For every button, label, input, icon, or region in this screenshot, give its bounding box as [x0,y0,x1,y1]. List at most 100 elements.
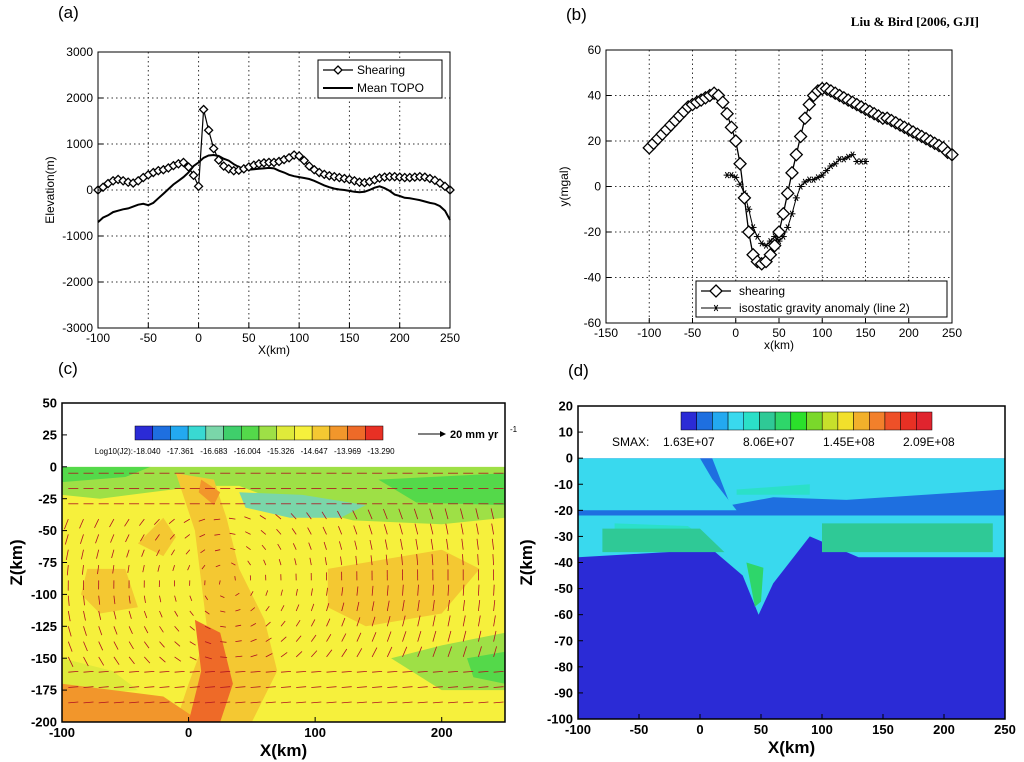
velocity-arrow [214,534,221,536]
asterisk-stroke [755,233,760,240]
gravity-anomaly-marker [823,167,831,174]
colorbar-swatch [241,425,260,441]
gravity-anomaly-marker [849,151,857,158]
colorbar-swatch [727,411,744,431]
velocity-arrow [370,555,373,566]
velocity-arrow [339,541,343,550]
colorbar-swatch [712,411,729,431]
velocity-arrow [68,671,79,673]
y-tick-label: -40 [584,271,602,285]
velocity-arrow [417,630,422,642]
colorbar-swatch [680,411,697,431]
velocity-arrow [159,641,165,648]
velocity-arrow [462,600,465,612]
colorbar-swatch [869,411,886,431]
colorbar-swatch [884,411,901,431]
velocity-arrow [383,508,388,520]
velocity-arrow [128,610,132,619]
asterisk-stroke [789,210,795,218]
velocity-arrow [402,646,408,658]
velocity-arrow [68,686,79,688]
velocity-arrow [229,532,236,535]
velocity-arrow [174,656,182,662]
y-tick-label: -70 [554,633,573,648]
velocity-arrow [462,646,467,658]
velocity-arrow [215,564,221,568]
velocity-arrow [250,671,261,673]
y-tick-label: -100 [547,712,573,727]
velocity-arrow [296,671,307,673]
velocity-arrow [199,534,206,538]
x-tick-label: 0 [732,326,739,340]
colorbar-swatch [187,425,207,441]
velocity-arrow [463,686,474,688]
velocity-arrow [476,538,479,550]
velocity-arrow [493,646,497,658]
velocity-arrow [98,671,109,673]
velocity-arrow [189,686,200,688]
velocity-arrow [220,701,231,704]
velocity-arrow [430,538,434,550]
velocity-arrow [493,701,504,704]
y-tick-label: 20 [588,134,602,148]
asterisk-stroke [737,180,743,188]
y-tick-label: 0 [566,451,573,466]
velocity-arrow [416,554,419,566]
contour-field-orange [327,549,480,627]
y-tick-label: -60 [554,607,573,622]
velocity-arrow [356,671,367,673]
velocity-arrow [341,587,344,596]
velocity-arrow [306,512,312,520]
contour-field-green-dark [62,466,151,483]
colorbar-tick-label: 8.06E+07 [743,435,795,449]
contour-field-teal [736,484,810,495]
velocity-arrow [263,559,267,566]
colorbar-swatch [759,411,776,431]
velocity-arrow [265,671,276,673]
shearing-marker [798,111,812,126]
velocity-arrow [447,600,450,612]
velocity-arrow [230,547,236,551]
velocity-arrow [83,686,94,688]
velocity-arrow [112,565,115,574]
velocity-arrow [128,626,133,634]
colorbar-tick-label: -13.290 [367,447,395,456]
velocity-arrow [174,641,181,647]
colorbar-swatch [311,425,331,441]
velocity-arrow [98,626,103,636]
y-tick-label: 2000 [66,91,93,105]
velocity-arrow [83,610,86,621]
velocity-arrow [278,558,282,566]
velocity-arrow [387,701,398,704]
velocity-arrow [326,587,328,596]
colorbar-label: SMAX: [612,435,649,449]
legend-swatch-asterisk [712,304,720,312]
velocity-arrow [462,584,465,596]
velocity-arrow [159,671,170,673]
x-tick-label: 100 [289,331,309,345]
shearing-marker [793,129,808,144]
x-axis-label: x(km) [764,338,794,352]
shearing-marker [203,125,214,136]
velocity-arrow [185,549,191,555]
velocity-arrow [113,641,119,650]
shearing-marker [767,238,782,253]
y-tick-label: 40 [588,89,602,103]
scale-arrow-head [440,431,446,437]
colorbar-swatch [806,411,823,431]
velocity-arrow [324,557,327,566]
velocity-arrow [326,603,330,612]
velocity-arrow [67,610,71,622]
velocity-arrow [417,701,428,704]
velocity-arrow [139,518,145,526]
velocity-arrow [462,615,466,627]
asterisk-stroke [746,205,751,213]
y-tick-label: -200 [31,715,57,730]
velocity-arrow [245,546,251,551]
velocity-arrow [80,534,84,545]
x-tick-label: -50 [140,331,158,345]
velocity-arrow [402,671,413,673]
x-tick-label: 150 [339,331,359,345]
gravity-anomaly-marker [792,194,800,202]
x-tick-label: 50 [242,331,256,345]
